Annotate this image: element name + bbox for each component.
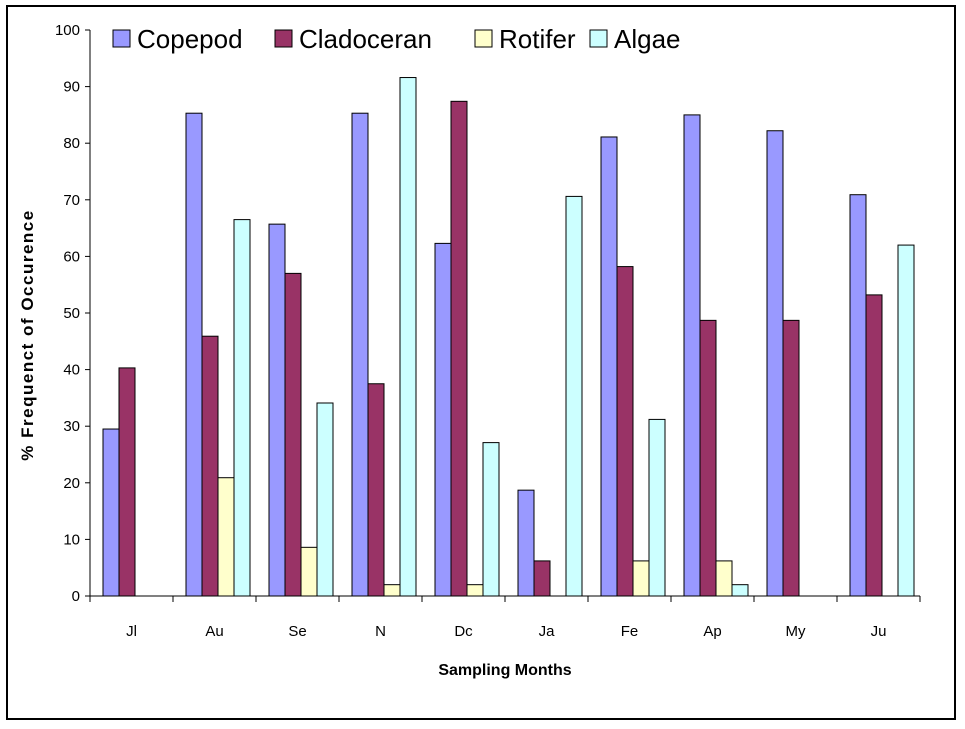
legend-swatch xyxy=(274,29,293,48)
bar xyxy=(766,130,784,597)
bar xyxy=(782,319,800,597)
bar xyxy=(699,319,717,597)
y-tick-label: 100 xyxy=(55,22,80,39)
legend-swatch xyxy=(474,29,493,48)
bar xyxy=(533,560,551,597)
bar xyxy=(102,428,120,597)
bar xyxy=(383,584,401,597)
legend-label: Cladoceran xyxy=(299,24,432,54)
x-tick-label: Dc xyxy=(454,623,473,640)
y-tick-label: 30 xyxy=(63,418,80,435)
legend-label: Rotifer xyxy=(499,24,576,54)
bar xyxy=(897,244,915,597)
x-tick-label: Jl xyxy=(126,623,137,640)
y-tick-label: 80 xyxy=(63,135,80,152)
y-tick-label: 0 xyxy=(72,588,80,605)
y-tick-label: 70 xyxy=(63,192,80,209)
y-tick-label: 40 xyxy=(63,362,80,379)
legend-label: Algae xyxy=(614,24,681,54)
y-tick-label: 90 xyxy=(63,79,80,96)
bar xyxy=(300,546,318,597)
bar xyxy=(316,402,334,597)
bar xyxy=(632,560,650,597)
bar xyxy=(233,219,251,597)
x-axis-title: Sampling Months xyxy=(438,662,571,679)
bar xyxy=(865,294,883,597)
bar xyxy=(201,335,219,597)
y-tick-label: 20 xyxy=(63,475,80,492)
x-tick-label: N xyxy=(375,623,386,640)
bar xyxy=(517,489,535,597)
legend: Copepod Cladoceran Rotifer Algae xyxy=(112,24,681,54)
x-tick-label: Ju xyxy=(871,623,887,640)
bar xyxy=(600,136,618,597)
bar xyxy=(351,112,369,597)
legend-swatch xyxy=(112,29,131,48)
bar xyxy=(367,383,385,597)
x-tick-label: Ja xyxy=(539,623,556,640)
bar xyxy=(648,418,666,597)
y-axis-title: % Frequenct of Occurence xyxy=(18,209,37,460)
bar xyxy=(268,223,286,597)
bar xyxy=(466,584,484,597)
bar xyxy=(482,442,500,597)
bar xyxy=(565,195,583,597)
y-tick-label: 50 xyxy=(63,305,80,322)
x-tick-label: Fe xyxy=(621,623,639,640)
y-tick-label: 60 xyxy=(63,248,80,265)
x-tick-label: My xyxy=(786,623,806,640)
bar xyxy=(849,194,867,597)
bar xyxy=(434,242,452,597)
bar xyxy=(399,77,417,597)
legend-label: Copepod xyxy=(137,24,243,54)
x-tick-label: Se xyxy=(288,623,306,640)
y-axis: 0 10 20 30 40 50 60 70 80 90 100 xyxy=(55,22,91,605)
bar xyxy=(616,266,634,597)
x-tick-label: Ap xyxy=(703,623,721,640)
bar xyxy=(118,367,136,597)
bar xyxy=(715,560,733,597)
bars xyxy=(102,77,915,597)
bar xyxy=(731,584,749,597)
bar xyxy=(185,112,203,597)
y-tick-label: 10 xyxy=(63,531,80,548)
bar xyxy=(284,272,302,597)
bar xyxy=(217,477,235,597)
x-tick-label: Au xyxy=(205,623,223,640)
x-axis: Jl Au Se N Dc Ja Fe Ap My Ju xyxy=(89,595,921,640)
bar xyxy=(683,114,701,597)
legend-swatch xyxy=(589,29,608,48)
bar xyxy=(450,100,468,597)
